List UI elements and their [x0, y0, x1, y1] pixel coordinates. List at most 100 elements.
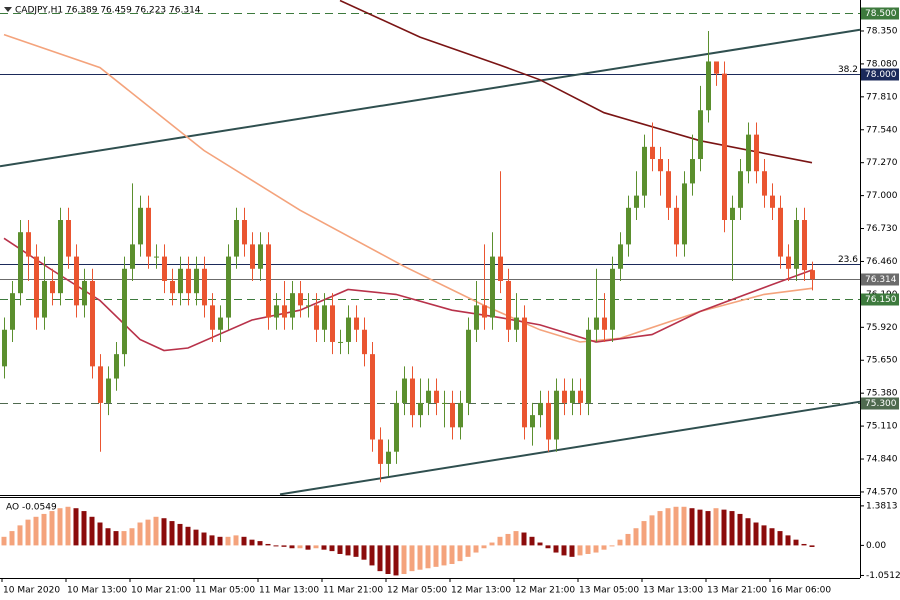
candle-body	[522, 317, 527, 428]
ao-bar	[425, 545, 431, 569]
ao-bar	[537, 542, 543, 546]
ao-bar	[641, 521, 647, 546]
candle-body	[210, 305, 215, 330]
y-tick-label: 75.380	[866, 389, 898, 399]
ao-bar	[345, 545, 351, 556]
ao-bar	[593, 545, 599, 553]
candle-body	[250, 244, 255, 269]
candle-body	[58, 220, 63, 294]
y-tick-label: 75.920	[866, 323, 898, 333]
ao-bar	[281, 545, 287, 547]
x-tick-label: 16 Mar 06:00	[771, 586, 831, 596]
ao-bar	[305, 545, 311, 550]
ao-bar	[665, 508, 671, 546]
ao-bar	[761, 525, 767, 546]
candle-body	[402, 378, 407, 403]
ao-bar	[569, 545, 575, 557]
ao-bar	[417, 545, 423, 570]
ao-bar	[625, 533, 631, 546]
candle-body	[714, 61, 719, 74]
ao-bar	[545, 545, 551, 549]
candle-body	[322, 305, 327, 330]
candle-body	[290, 293, 295, 318]
ao-bar	[217, 536, 223, 546]
ao-bar	[145, 519, 151, 546]
candle-body	[314, 305, 319, 330]
candle-body	[794, 220, 799, 269]
candle-body	[674, 207, 679, 245]
candle-body	[106, 378, 111, 403]
candle-body	[770, 195, 775, 208]
ao-bar	[521, 532, 527, 546]
candle-body	[458, 402, 463, 428]
ao-bar	[337, 545, 343, 554]
candle-body	[490, 256, 495, 318]
level-badge	[861, 68, 899, 81]
ao-bar	[249, 539, 255, 546]
ao-bar	[713, 508, 719, 546]
candle-body	[362, 329, 367, 355]
candle-body	[570, 390, 575, 403]
ao-bar	[793, 539, 799, 546]
ao-bar	[129, 528, 135, 546]
ao-bar	[689, 508, 695, 546]
ao-bar	[745, 518, 751, 546]
ao-bar	[161, 518, 167, 546]
ao-bar	[273, 545, 279, 547]
candle-body	[346, 317, 351, 342]
ao-bar	[33, 516, 39, 546]
ao-bar	[169, 521, 175, 546]
ao-bar	[705, 511, 711, 546]
chart-title: CADJPY,H1 76.389 76.459 76.223 76.314	[15, 6, 201, 16]
ao-bar	[265, 543, 271, 546]
ao-bar	[433, 545, 439, 567]
ao-bar	[721, 509, 727, 546]
ao-bar	[41, 513, 47, 546]
candle-body	[98, 366, 103, 403]
x-tick-label: 11 Mar 21:00	[323, 586, 383, 596]
ao-bar	[505, 533, 511, 546]
ao-bar	[617, 539, 623, 546]
ao-bar	[17, 525, 23, 546]
candle-body	[258, 244, 263, 269]
ao-bar	[577, 545, 583, 556]
ao-bar	[289, 545, 295, 549]
candle-body	[330, 305, 335, 342]
ao-bar	[9, 531, 15, 546]
x-tick-label: 13 Mar 05:00	[579, 586, 639, 596]
candle-body	[746, 134, 751, 172]
ao-bar	[361, 545, 367, 560]
candle-body	[506, 280, 511, 330]
candle-body	[418, 402, 423, 416]
candle-body	[42, 280, 47, 318]
candle-body	[194, 268, 199, 294]
candle-body	[562, 390, 567, 403]
x-tick-label: 12 Mar 21:00	[515, 586, 575, 596]
ao-bar	[561, 545, 567, 556]
candle-body	[370, 354, 375, 440]
ao-bar	[137, 522, 143, 546]
candle-body	[354, 317, 359, 330]
candle-body	[698, 110, 703, 160]
ao-bar	[633, 528, 639, 546]
ao-bar	[329, 545, 335, 552]
level-label: 76.150	[865, 295, 897, 305]
candle-body	[578, 390, 583, 403]
ao-bar	[777, 531, 783, 546]
y-tick-label: 78.350	[866, 26, 898, 36]
candle-body	[202, 268, 207, 306]
ao-bar	[113, 531, 119, 546]
ao-bar	[393, 545, 399, 576]
level-label: 78.500	[865, 9, 897, 19]
candle-body	[802, 220, 807, 271]
ao-bar	[729, 511, 735, 546]
level-label: 75.300	[865, 399, 897, 409]
y-tick-label: 75.650	[866, 356, 898, 366]
candle-body	[162, 256, 167, 281]
level-badge	[861, 7, 899, 20]
ao-bar	[801, 543, 807, 546]
candle-body	[82, 280, 87, 306]
candle-body	[266, 244, 271, 318]
candle-body	[130, 244, 135, 269]
ao-bar	[601, 545, 607, 550]
